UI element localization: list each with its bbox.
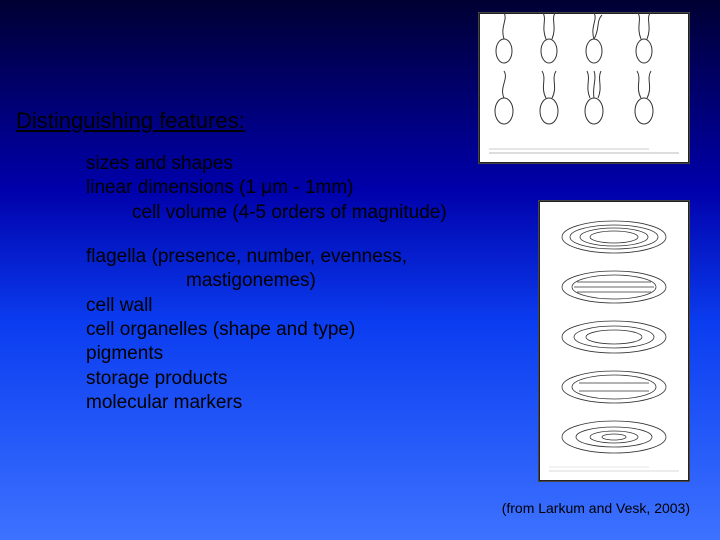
figure-citation: (from Larkum and Vesk, 2003) xyxy=(502,500,690,516)
feature-list: sizes and shapes linear dimensions (1 μm… xyxy=(86,152,546,415)
spacer xyxy=(86,225,546,245)
list-item: linear dimensions (1 μm - 1mm) xyxy=(86,176,546,200)
slide: Distinguishing features: sizes and shape… xyxy=(0,0,720,540)
list-item: pigments xyxy=(86,342,546,366)
figure-flagellates xyxy=(478,12,690,164)
list-item: molecular markers xyxy=(86,391,546,415)
list-item: flagella (presence, number, evenness, xyxy=(86,245,546,269)
list-item: cell wall xyxy=(86,294,546,318)
section-heading: Distinguishing features: xyxy=(16,108,245,134)
flagellate-sketches-icon xyxy=(479,13,689,163)
list-item: storage products xyxy=(86,367,546,391)
list-item-continuation: mastigonemes) xyxy=(86,269,546,293)
figure-chloroplasts xyxy=(538,200,690,482)
chloroplast-panels-icon xyxy=(539,201,689,481)
list-item: sizes and shapes xyxy=(86,152,546,176)
list-item: cell organelles (shape and type) xyxy=(86,318,546,342)
list-subitem: cell volume (4-5 orders of magnitude) xyxy=(86,201,546,225)
